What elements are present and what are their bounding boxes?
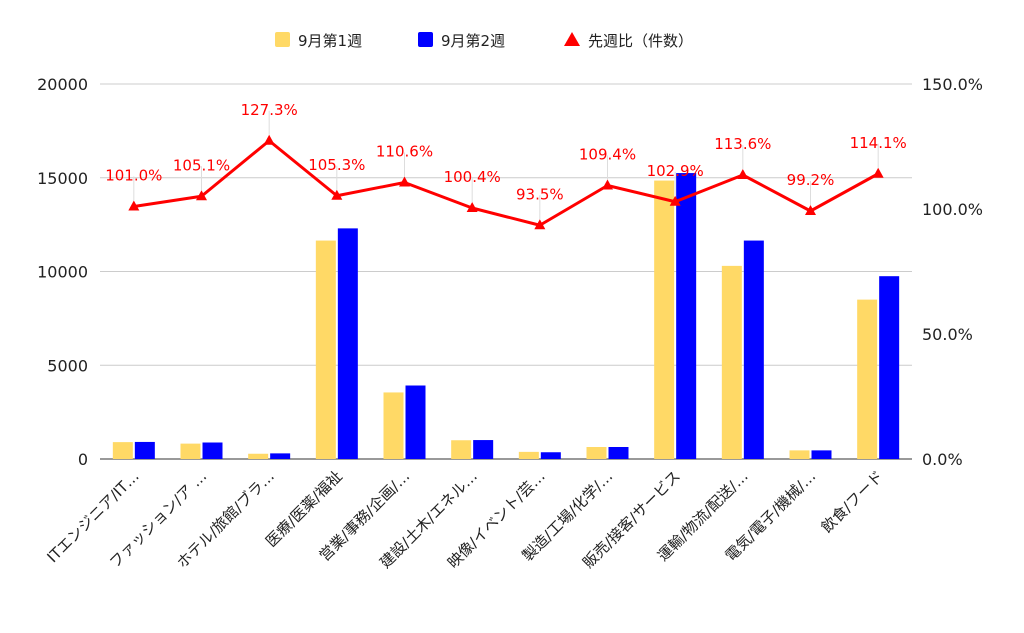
bar-week1 — [383, 392, 404, 459]
bar-week1 — [315, 240, 336, 459]
ratio-data-label: 100.4% — [444, 168, 501, 186]
left-tick-label: 0 — [78, 450, 88, 469]
ratio-data-label: 99.2% — [787, 171, 835, 189]
right-tick-label: 100.0% — [922, 200, 983, 219]
bar-week2 — [202, 442, 223, 459]
gridlines — [100, 83, 912, 460]
bar-week1 — [518, 451, 539, 459]
category-labels: ITエンジニア/IT…ファッション/ア …ホテル/旅館/ブラ…医療/医薬/福祉営… — [44, 467, 887, 572]
bar-week2 — [405, 385, 426, 459]
bar-week2 — [270, 453, 291, 459]
ratio-line — [133, 139, 879, 227]
ratio-point — [872, 167, 884, 178]
bar-week2 — [134, 441, 155, 459]
bar-week1 — [248, 453, 269, 459]
left-tick-label: 15000 — [37, 169, 88, 188]
legend-swatch — [275, 32, 290, 47]
ratio-point — [669, 195, 681, 206]
bar-week2 — [608, 447, 629, 459]
bar-week2 — [811, 450, 832, 459]
legend-swatch — [564, 32, 580, 46]
bar-week2 — [743, 240, 764, 459]
ratio-point — [805, 205, 816, 215]
bar-series — [112, 173, 900, 459]
ratio-data-label: 101.0% — [105, 167, 162, 185]
bar-week1 — [112, 442, 133, 459]
bar-week1 — [586, 447, 607, 459]
ratio-point — [263, 134, 275, 145]
ratio-point — [602, 179, 613, 190]
right-axis: 0.0% 50.0% 100.0% 150.0% — [922, 75, 983, 469]
bar-week1 — [451, 440, 472, 459]
bar-week1 — [857, 299, 878, 459]
ratio-data-label: 105.1% — [173, 156, 230, 174]
legend-swatch — [418, 32, 433, 47]
ratio-data-label: 109.4% — [579, 146, 636, 164]
ratio-point — [466, 202, 478, 212]
left-tick-label: 5000 — [47, 356, 88, 375]
ratio-data-label: 113.6% — [714, 135, 771, 153]
left-axis: 0 5000 10000 15000 20000 — [37, 75, 88, 469]
ratio-point — [196, 190, 207, 201]
bar-week1 — [180, 443, 201, 459]
ratio-point — [128, 200, 140, 211]
legend-label: 9月第1週 — [298, 32, 362, 50]
ratio-point — [331, 189, 343, 200]
legend: 9月第1週 9月第2週 先週比（件数） — [275, 32, 693, 50]
ratio-data-label: 102.9% — [647, 162, 704, 180]
ratio-point — [534, 219, 546, 230]
ratio-point — [737, 169, 749, 179]
ratio-data-label: 105.3% — [308, 156, 365, 174]
ratio-data-label: 127.3% — [241, 101, 298, 119]
legend-label: 9月第2週 — [441, 32, 505, 50]
ratio-data-label: 114.1% — [850, 134, 907, 152]
bar-week1 — [654, 180, 675, 459]
bar-week2 — [540, 452, 561, 459]
ratio-line-series: 101.0% 105.1% 127.3% 105.3% 110.6% 100.4% 93.5… — [105, 101, 907, 230]
bar-week2 — [879, 276, 900, 459]
left-tick-label: 20000 — [37, 75, 88, 94]
legend-label: 先週比（件数） — [588, 32, 693, 50]
bar-week2 — [473, 440, 494, 459]
bar-week1 — [789, 450, 810, 459]
ratio-point — [399, 176, 410, 187]
ratio-data-label: 93.5% — [516, 185, 564, 203]
left-tick-label: 10000 — [37, 263, 88, 282]
right-tick-label: 150.0% — [922, 75, 983, 94]
bar-week2 — [676, 173, 697, 459]
bar-week2 — [337, 228, 358, 459]
right-tick-label: 0.0% — [922, 450, 963, 469]
right-tick-label: 50.0% — [922, 325, 973, 344]
bar-week1 — [721, 265, 742, 459]
ratio-data-label: 110.6% — [376, 143, 433, 161]
category-label: 飲食/フード — [818, 467, 887, 536]
